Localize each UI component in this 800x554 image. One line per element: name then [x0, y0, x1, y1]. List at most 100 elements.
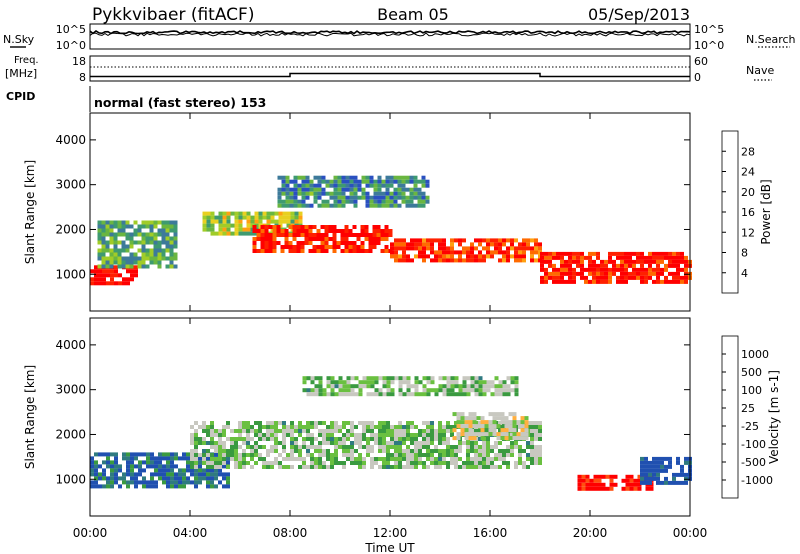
- power-cell: [530, 246, 534, 251]
- power-cell: [218, 211, 223, 216]
- velocity-cell: [266, 429, 270, 433]
- velocity-cell: [410, 465, 414, 469]
- power-cell: [548, 275, 552, 280]
- power-cell: [341, 187, 346, 192]
- power-cell: [324, 237, 329, 241]
- power-cell: [256, 237, 261, 241]
- power-cell: [157, 228, 162, 233]
- power-cell: [293, 187, 298, 192]
- velocity-cell: [446, 445, 450, 449]
- power-cell: [568, 275, 572, 280]
- power-cell: [262, 215, 267, 220]
- velocity-cell: [366, 421, 370, 425]
- velocity-cell: [110, 476, 114, 481]
- power-cell: [409, 191, 414, 196]
- power-cell: [361, 195, 366, 200]
- velocity-cell: [330, 465, 334, 469]
- velocity-cell: [242, 453, 246, 457]
- velocity-cell: [106, 480, 110, 485]
- power-cell: [290, 215, 295, 220]
- power-cell: [584, 279, 588, 284]
- velocity-cell: [274, 433, 278, 437]
- velocity-cell: [322, 465, 326, 469]
- power-cell: [389, 203, 394, 208]
- velocity-cell: [222, 449, 226, 453]
- velocity-cell: [94, 468, 98, 473]
- velocity-cell: [198, 425, 202, 429]
- velocity-cell: [298, 421, 302, 425]
- x-axis-label: Time UT: [364, 541, 415, 554]
- velocity-cell: [382, 433, 386, 437]
- power-cell: [296, 241, 301, 245]
- power-cell: [222, 227, 227, 232]
- power-cell: [540, 279, 544, 284]
- velocity-cell: [464, 424, 469, 429]
- velocity-cell: [222, 453, 226, 457]
- power-cell: [260, 233, 265, 237]
- velocity-cell: [178, 468, 182, 473]
- velocity-cell: [406, 421, 410, 425]
- power-cell: [648, 263, 652, 268]
- power-cell: [114, 269, 118, 274]
- power-cell: [530, 238, 534, 243]
- velocity-cell: [390, 433, 394, 437]
- velocity-cell: [534, 429, 538, 433]
- velocity-cell: [226, 449, 230, 453]
- velocity-cell: [460, 412, 465, 417]
- velocity-cell: [394, 461, 398, 465]
- power-cell: [292, 233, 297, 237]
- velocity-cell: [512, 412, 517, 417]
- power-cell: [345, 187, 350, 192]
- velocity-cell: [581, 474, 586, 479]
- velocity-cell: [254, 429, 258, 433]
- velocity-cell: [170, 456, 174, 461]
- power-cell: [105, 240, 110, 245]
- velocity-cell: [462, 380, 467, 385]
- power-cell: [97, 228, 102, 233]
- power-cell: [628, 255, 632, 260]
- power-cell: [316, 245, 321, 249]
- velocity-cell: [472, 436, 477, 441]
- freq-trace: [90, 72, 690, 78]
- power-cell: [560, 267, 564, 272]
- velocity-cell: [198, 453, 202, 457]
- velocity-cell: [318, 376, 323, 381]
- power-cell: [600, 271, 604, 276]
- velocity-cell: [482, 453, 486, 457]
- velocity-cell: [470, 384, 475, 389]
- power-cell: [372, 245, 377, 249]
- velocity-cell: [510, 376, 515, 381]
- power-colorbar-label: 12: [741, 226, 755, 239]
- power-cell: [490, 238, 494, 243]
- velocity-cell: [218, 429, 222, 433]
- velocity-cell: [382, 380, 387, 385]
- power-cell: [640, 275, 644, 280]
- velocity-cell: [166, 468, 170, 473]
- velocity-cell: [198, 472, 202, 477]
- power-cell: [268, 249, 273, 253]
- velocity-cell: [430, 437, 434, 441]
- velocity-cell: [238, 421, 242, 425]
- power-cell: [288, 225, 293, 229]
- power-cell: [540, 267, 544, 272]
- velocity-cell: [446, 453, 450, 457]
- velocity-cell: [330, 384, 335, 389]
- velocity-cell: [446, 425, 450, 429]
- power-y-axis-label: Slant Range [km]: [23, 160, 37, 264]
- power-cell: [234, 219, 239, 224]
- power-cell: [344, 249, 349, 253]
- power-cell: [272, 225, 277, 229]
- power-cell: [514, 246, 518, 251]
- velocity-cell: [460, 416, 465, 421]
- power-cell: [393, 179, 398, 184]
- velocity-cell: [106, 464, 110, 469]
- power-cell: [560, 259, 564, 264]
- power-cell: [340, 237, 345, 241]
- power-cell: [552, 271, 556, 276]
- power-cell: [377, 175, 382, 180]
- power-cell: [470, 250, 474, 255]
- power-cell: [592, 251, 596, 256]
- power-cell: [301, 199, 306, 204]
- velocity-cell: [186, 460, 190, 465]
- velocity-cell: [342, 441, 346, 445]
